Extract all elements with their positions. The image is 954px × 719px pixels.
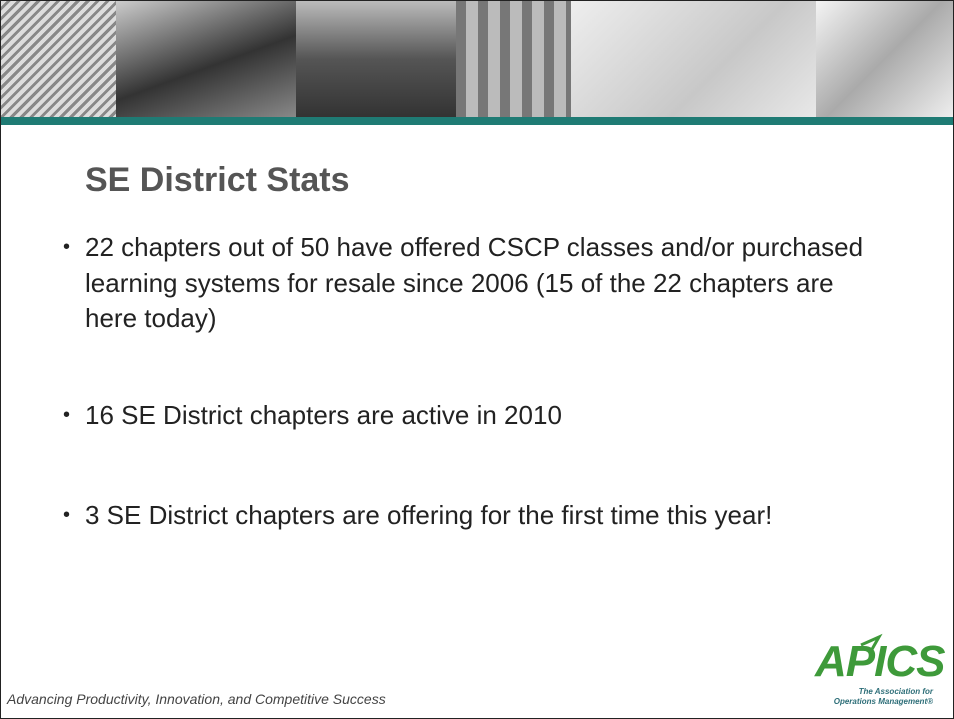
header-rule: [1, 117, 953, 125]
logo-tagline: The Association for: [859, 687, 933, 696]
banner-photo: [116, 1, 296, 117]
logo-name: APICS: [815, 637, 944, 687]
logo-tagline: Operations Management®: [834, 697, 933, 706]
banner-photo: [571, 1, 816, 117]
logo: APICS The Association for Operations Man…: [801, 633, 941, 713]
footer-tagline: Advancing Productivity, Innovation, and …: [7, 691, 386, 707]
slide: SE District Stats 22 chapters out of 50 …: [0, 0, 954, 719]
bullet: 22 chapters out of 50 have offered CSCP …: [85, 230, 875, 337]
header-banner: [1, 1, 953, 117]
banner-photo: [456, 1, 571, 117]
banner-photo: [296, 1, 456, 117]
banner-photo: [816, 1, 953, 117]
bullet: 16 SE District chapters are active in 20…: [85, 398, 875, 434]
banner-photo: [1, 1, 116, 117]
page: SE District Stats 22 chapters out of 50 …: [0, 0, 954, 719]
bullet: 3 SE District chapters are offering for …: [85, 498, 875, 534]
slide-title: SE District Stats: [85, 161, 350, 200]
